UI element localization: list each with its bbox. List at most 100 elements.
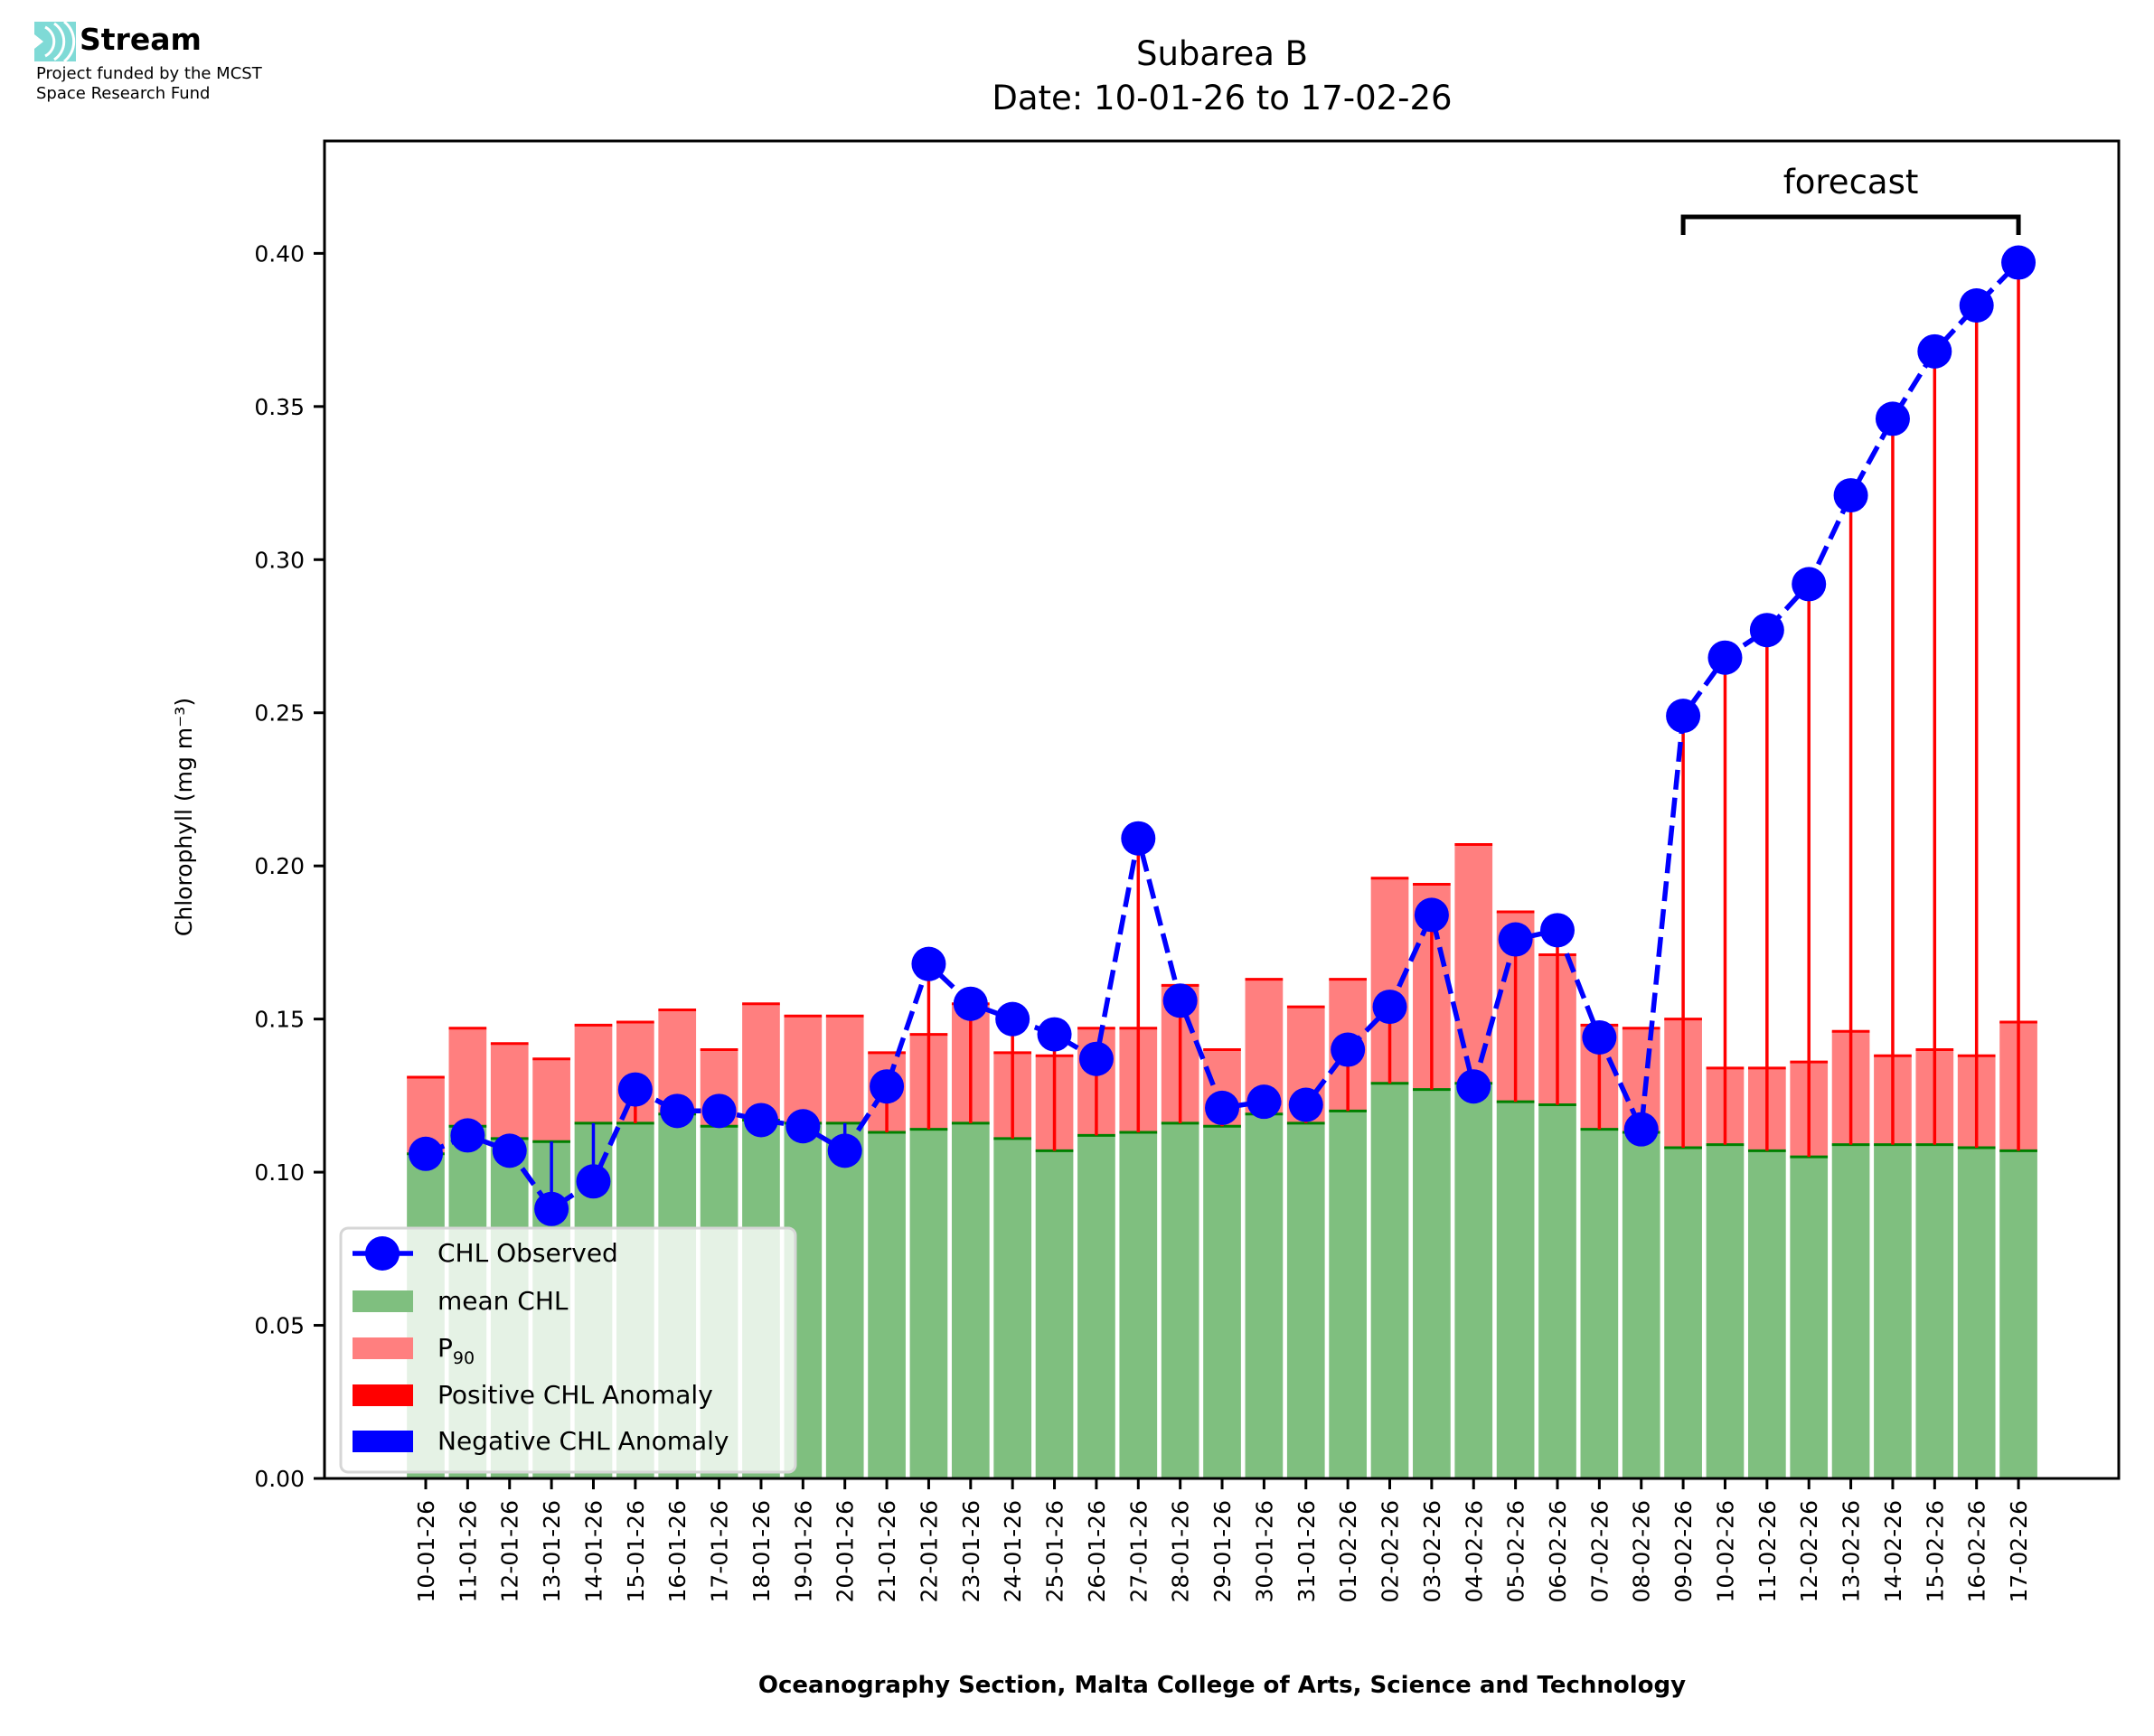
logo-funding-line-2: Space Research Fund	[36, 84, 211, 103]
p90-bar	[784, 1016, 823, 1123]
legend-swatch	[353, 1431, 413, 1452]
mean-bar	[1161, 1122, 1199, 1478]
x-tick-label: 26-01-26	[1084, 1500, 1110, 1602]
legend-label: mean CHL	[437, 1286, 569, 1316]
mean-bar	[1329, 1111, 1367, 1478]
observed-point	[1539, 913, 1575, 948]
observed-point	[995, 1001, 1030, 1037]
x-tick-label: 13-01-26	[539, 1500, 565, 1602]
observed-point	[409, 1136, 443, 1171]
observed-point	[1414, 897, 1449, 933]
mean-bar	[1370, 1083, 1409, 1478]
observed-point	[660, 1093, 695, 1129]
observed-point	[911, 946, 946, 981]
observed-point	[450, 1118, 485, 1153]
p90-bar	[574, 1025, 613, 1123]
observed-point	[1162, 983, 1198, 1018]
x-tick-label: 17-01-26	[707, 1500, 733, 1602]
x-tick-label: 15-01-26	[623, 1500, 649, 1602]
observed-series	[409, 245, 2036, 1226]
x-tick-label: 12-02-26	[1796, 1500, 1822, 1602]
observed-point	[870, 1069, 905, 1104]
legend-swatch-marker	[365, 1236, 400, 1271]
observed-point	[827, 1133, 862, 1168]
mean-bar	[1496, 1102, 1535, 1478]
x-tick-label: 31-01-26	[1293, 1500, 1320, 1602]
observed-point	[1749, 613, 1784, 648]
y-tick-label: 0.35	[254, 394, 305, 420]
observed-point	[1623, 1112, 1659, 1147]
observed-point	[785, 1109, 821, 1144]
x-tick-label: 25-01-26	[1042, 1500, 1068, 1602]
observed-point	[1959, 287, 1994, 323]
x-tick-label: 05-02-26	[1503, 1500, 1529, 1602]
observed-point	[1833, 478, 1868, 513]
observed-point	[1707, 640, 1743, 675]
mean-bar	[1664, 1147, 1702, 1478]
observed-point	[953, 986, 988, 1021]
observed-point	[701, 1093, 737, 1129]
x-tick-label: 28-01-26	[1168, 1500, 1194, 1602]
y-tick-label: 0.05	[254, 1313, 305, 1339]
mean-bar	[1874, 1144, 1912, 1478]
x-tick-label: 14-02-26	[1880, 1500, 1906, 1602]
observed-point	[1456, 1069, 1491, 1104]
x-tick-label: 12-01-26	[497, 1500, 523, 1602]
mean-bar	[1203, 1126, 1241, 1478]
observed-point	[1205, 1090, 1240, 1125]
x-tick-label: 15-02-26	[1922, 1500, 1948, 1602]
observed-point	[743, 1103, 778, 1138]
x-tick-label: 29-01-26	[1209, 1500, 1236, 1602]
x-tick-label: 18-01-26	[748, 1500, 775, 1602]
p90-bar	[448, 1028, 487, 1127]
x-tick-label: 02-02-26	[1378, 1500, 1404, 1602]
mean-bar	[1413, 1089, 1451, 1478]
observed-point	[1917, 333, 1952, 369]
mean-bar	[1119, 1132, 1158, 1478]
x-axis-ticks: 10-01-26 11-01-26 12-01-26 13-01-26 14-01-26…	[413, 1478, 2032, 1602]
observed-point	[1875, 401, 1910, 436]
x-tick-label: 16-01-26	[664, 1500, 691, 1602]
mean-bar	[951, 1122, 990, 1478]
x-tick-label: 22-01-26	[916, 1500, 942, 1602]
x-tick-label: 10-01-26	[413, 1500, 439, 1602]
forecast-bracket	[1680, 214, 2021, 235]
x-tick-label: 07-02-26	[1586, 1500, 1613, 1602]
legend-swatch	[353, 1290, 413, 1312]
p90-bar	[532, 1058, 570, 1142]
x-tick-label: 16-02-26	[1964, 1500, 1990, 1602]
x-tick-label: 20-01-26	[832, 1500, 859, 1602]
p90-bar	[490, 1043, 529, 1139]
x-tick-label: 11-01-26	[455, 1500, 481, 1602]
logo-name: Stream	[80, 22, 202, 57]
x-tick-label: 06-02-26	[1545, 1500, 1571, 1602]
mean-bar	[1035, 1150, 1074, 1478]
legend-label: Negative CHL Anomaly	[437, 1426, 729, 1456]
forecast-annotation: forecast	[1680, 163, 2021, 235]
observed-point	[1121, 821, 1156, 856]
observed-point	[492, 1133, 527, 1168]
mean-bar	[993, 1138, 1032, 1478]
mean-bar	[909, 1129, 948, 1478]
mean-bar	[1957, 1147, 1996, 1478]
y-tick-label: 0.20	[254, 853, 305, 879]
stream-waves-icon	[34, 22, 76, 63]
observed-point	[617, 1072, 653, 1107]
x-tick-label: 10-02-26	[1712, 1500, 1738, 1602]
observed-point	[1246, 1084, 1282, 1120]
x-tick-label: 17-02-26	[2006, 1500, 2032, 1602]
legend-swatch	[353, 1384, 413, 1406]
y-tick-label: 0.10	[254, 1159, 305, 1186]
x-tick-label: 01-02-26	[1335, 1500, 1361, 1602]
y-tick-label: 0.40	[254, 240, 305, 267]
mean-bar	[1077, 1135, 1115, 1478]
p90-bar	[742, 1003, 780, 1121]
mean-bar	[1622, 1132, 1660, 1478]
chart-title: Subarea B	[1136, 34, 1308, 73]
observed-point	[2001, 245, 2036, 280]
y-tick-label: 0.30	[254, 547, 305, 573]
observed-point	[1372, 990, 1407, 1025]
x-tick-label: 13-02-26	[1839, 1500, 1865, 1602]
mean-bar	[1286, 1122, 1325, 1478]
